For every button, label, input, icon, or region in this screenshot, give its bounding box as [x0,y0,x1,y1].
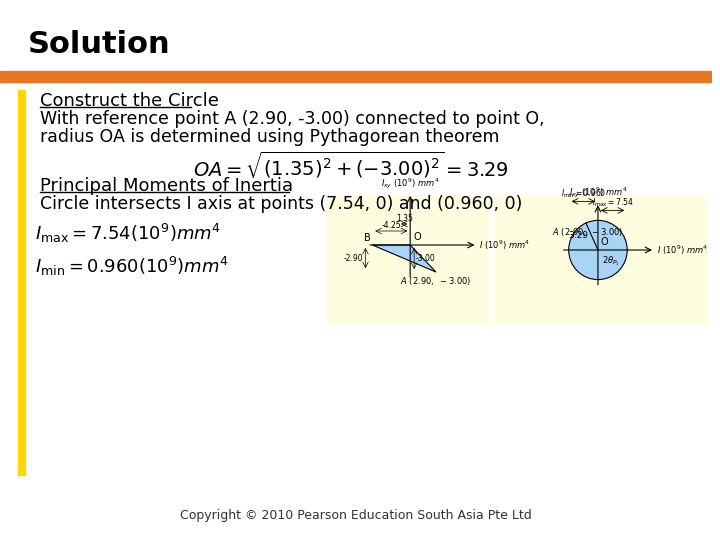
Text: $I_{\max} = 7.54\left(10^9\right)mm^4$: $I_{\max} = 7.54\left(10^9\right)mm^4$ [35,222,221,245]
Text: O: O [413,232,420,242]
Text: 3.29: 3.29 [568,231,588,240]
Text: $I_{xy}\ (10^9)\ mm^4$: $I_{xy}\ (10^9)\ mm^4$ [569,186,627,200]
Text: $I\ (10^9)\ mm^4$: $I\ (10^9)\ mm^4$ [480,238,531,252]
Bar [18,90,24,475]
Text: Construct the Circle: Construct the Circle [40,92,218,110]
Text: Circle intersects I axis at points (7.54, 0) and (0.960, 0): Circle intersects I axis at points (7.54… [40,195,522,213]
Text: With reference point A (2.90, -3.00) connected to point O,: With reference point A (2.90, -3.00) con… [40,110,544,128]
Text: Copyright © 2010 Pearson Education South Asia Pte Ltd: Copyright © 2010 Pearson Education South… [180,509,531,522]
Polygon shape [372,245,436,272]
Text: $A\ (2.90,\ -3.00)$: $A\ (2.90,\ -3.00)$ [400,275,472,287]
Bar [326,195,489,325]
Text: $I_{xy}\ (10^9)\ mm^4$: $I_{xy}\ (10^9)\ mm^4$ [381,177,439,191]
Text: $I_{\min} = 0.960\left(10^9\right)mm^4$: $I_{\min} = 0.960\left(10^9\right)mm^4$ [35,255,228,278]
Text: 1.35: 1.35 [396,214,413,223]
Text: -4.25: -4.25 [382,221,401,230]
Text: $I_{\min} = 0.960$: $I_{\min} = 0.960$ [561,188,606,200]
Text: $I_{\max} = 7.54$: $I_{\max} = 7.54$ [592,197,634,210]
Text: radius OA is determined using Pythagorean theorem: radius OA is determined using Pythagorea… [40,128,499,146]
Text: Solution: Solution [27,30,171,59]
Bar [494,195,706,325]
Text: $I\ (10^9)\ mm^4$: $I\ (10^9)\ mm^4$ [657,244,708,256]
Circle shape [569,220,627,280]
Text: O: O [601,237,608,247]
Bar [0,71,711,82]
Text: -2.90: -2.90 [344,254,364,262]
Text: Principal Moments of Inertia: Principal Moments of Inertia [40,177,292,195]
Text: B: B [364,233,370,243]
Text: $A\ (2.90,\ -3.00)$: $A\ (2.90,\ -3.00)$ [552,226,624,238]
Text: -3.00: -3.00 [416,254,436,263]
Text: $OA = \sqrt{(1.35)^2 + (-3.00)^2} = 3.29$: $OA = \sqrt{(1.35)^2 + (-3.00)^2} = 3.29… [193,150,508,180]
Text: $2\theta_{P_1}$: $2\theta_{P_1}$ [602,254,620,267]
